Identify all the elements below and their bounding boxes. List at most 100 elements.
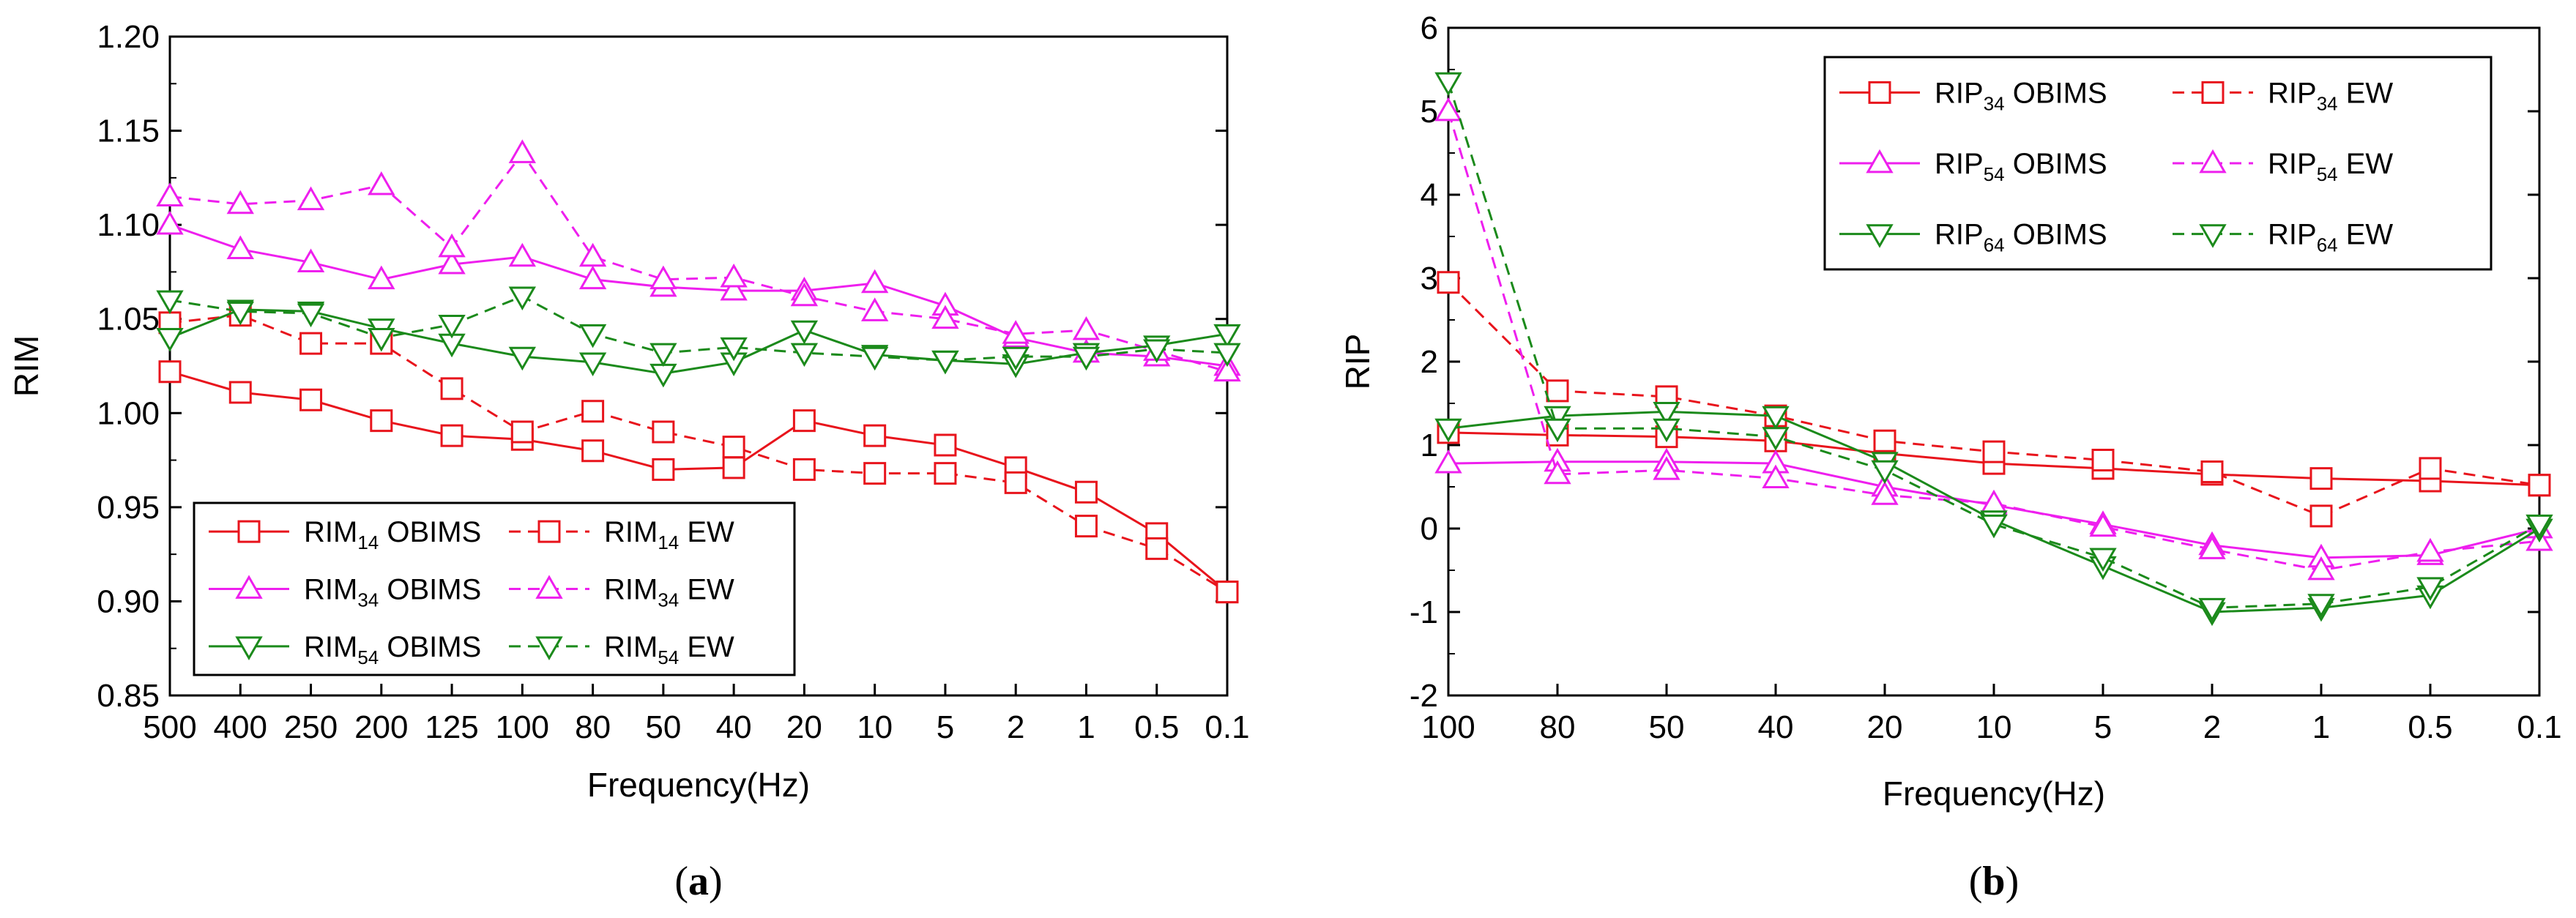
data-point — [226, 190, 254, 214]
y-tick-label: 1 — [1421, 428, 1438, 463]
legend-marker — [1866, 149, 1894, 173]
legend-item: RIP64 OBIMS — [1839, 219, 2107, 256]
legend-label: RIM54 EW — [604, 631, 734, 668]
y-tick-label: 0 — [1421, 511, 1438, 547]
legend-marker — [2199, 149, 2227, 173]
data-point — [860, 346, 889, 371]
data-point — [934, 433, 957, 457]
y-tick-label: 0.95 — [97, 490, 160, 526]
data-point — [1213, 324, 1241, 348]
data-point — [156, 211, 184, 235]
series-rip64-ew — [1434, 72, 2553, 622]
data-point — [368, 265, 395, 290]
data-point — [156, 290, 184, 315]
data-point — [1871, 460, 1899, 485]
data-point — [1434, 72, 1462, 97]
legend-label: RIP54 EW — [2268, 148, 2393, 185]
data-point — [1145, 537, 1169, 560]
x-tick-label: 80 — [575, 709, 611, 745]
legend-marker — [235, 575, 263, 599]
x-tick-label: 10 — [857, 709, 893, 745]
legend-box — [1823, 56, 2493, 271]
data-point — [1072, 316, 1101, 340]
x-tick-label: 500 — [143, 709, 196, 745]
data-point — [2307, 594, 2335, 618]
legend-item: RIP54 OBIMS — [1839, 148, 2107, 185]
legend-item: RIP54 EW — [2173, 148, 2393, 185]
chart-panel-b: -2 -1 0 1 2 3 4 5 6 100 80 50 40 20 10 5 2 1 0.5 0.1 Frequen… — [1339, 10, 2562, 904]
data-point — [1074, 515, 1098, 538]
y-tick-label: 1.15 — [97, 113, 160, 149]
y-tick-label: 1.05 — [97, 302, 160, 337]
data-point — [1213, 357, 1241, 382]
data-point — [508, 286, 537, 310]
data-point — [1546, 379, 1569, 403]
data-point — [1762, 406, 1790, 430]
data-point — [578, 352, 607, 376]
series-line — [169, 314, 1228, 593]
legend-label: RIP34 EW — [2268, 77, 2393, 114]
data-point — [438, 315, 466, 339]
data-point — [652, 458, 675, 481]
legend-label: RIP64 OBIMS — [1935, 219, 2107, 256]
data-point — [581, 400, 605, 423]
data-point — [1434, 418, 1462, 443]
x-tick-label: 20 — [1867, 709, 1903, 745]
legend-label: RIM14 OBIMS — [304, 516, 481, 553]
data-point — [581, 439, 605, 463]
data-point — [578, 242, 607, 267]
data-point — [297, 303, 325, 328]
x-tick-label: 0.1 — [1205, 709, 1249, 745]
legend-item: RIM14 OBIMS — [209, 516, 481, 553]
legend-item: RIM14 EW — [509, 516, 734, 553]
data-point — [297, 186, 325, 211]
legend-item: RIP34 OBIMS — [1839, 77, 2107, 114]
data-point — [508, 242, 537, 267]
legend-label: RIM34 OBIMS — [304, 574, 481, 611]
y-tick-label: -1 — [1410, 594, 1438, 630]
x-tick-label: 200 — [354, 709, 408, 745]
data-point — [1072, 346, 1101, 371]
data-point — [720, 264, 748, 288]
legend-marker — [235, 636, 263, 660]
data-point — [2091, 449, 2115, 472]
x-tick-label: 1 — [1077, 709, 1095, 745]
data-point — [931, 305, 959, 329]
data-point — [2525, 514, 2553, 539]
data-point — [1216, 581, 1239, 604]
legend-box — [193, 501, 796, 676]
x-tick-label: 2 — [1007, 709, 1024, 745]
data-point — [1873, 429, 1896, 452]
data-point — [2528, 474, 2551, 497]
y-tick-label: 5 — [1421, 94, 1438, 130]
y-tick-label: 4 — [1421, 177, 1438, 213]
data-point — [1437, 271, 1460, 294]
data-point — [1544, 460, 1571, 485]
series-line — [169, 308, 1228, 375]
x-tick-label: 80 — [1540, 709, 1576, 745]
legend-marker — [237, 520, 261, 543]
y-axis-label: RIP — [1339, 334, 1377, 390]
panel-caption: (b) — [1969, 859, 2019, 904]
series-rip34-ew — [1437, 271, 2551, 528]
data-point — [368, 171, 395, 195]
series-line — [1447, 111, 2540, 572]
data-point — [438, 250, 466, 275]
legend-marker — [2199, 224, 2227, 248]
data-point — [508, 139, 537, 163]
data-point — [299, 332, 323, 355]
data-point — [792, 409, 816, 433]
data-point — [1653, 456, 1680, 480]
y-axis-label: RIM — [7, 335, 45, 397]
data-point — [722, 436, 745, 459]
series-rim54-ew — [156, 286, 1241, 375]
legend-marker — [1868, 81, 1891, 104]
x-tick-label: 50 — [645, 709, 681, 745]
series-line — [169, 151, 1228, 373]
y-tick-label: 6 — [1421, 10, 1438, 46]
data-point — [156, 182, 184, 206]
x-tick-label: 40 — [1758, 709, 1794, 745]
data-point — [934, 462, 957, 485]
